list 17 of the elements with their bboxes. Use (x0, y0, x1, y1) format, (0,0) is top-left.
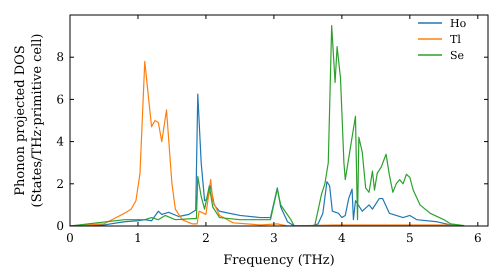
x-tick-label: 2 (202, 231, 210, 245)
y-tick-label: 6 (56, 92, 64, 106)
x-tick-label: 6 (474, 231, 482, 245)
x-tick-label: 1 (134, 231, 142, 245)
legend-label: Tl (450, 33, 462, 46)
x-tick-label: 3 (270, 231, 278, 245)
x-tick-label: 0 (66, 231, 74, 245)
y-axis-title: Phonon projected DOS (States/THz·primitive cell) (13, 33, 45, 208)
legend-label: Ho (450, 17, 467, 30)
y-tick-label: 0 (56, 219, 64, 233)
legend-label: Se (450, 49, 464, 62)
y-tick-label: 8 (56, 50, 64, 64)
x-tick-label: 4 (338, 231, 346, 245)
x-tick-label: 5 (406, 231, 414, 245)
y-tick-label: 4 (56, 134, 64, 149)
y-tick-label: 2 (56, 176, 64, 191)
x-axis-title: Frequency (THz) (223, 253, 335, 268)
